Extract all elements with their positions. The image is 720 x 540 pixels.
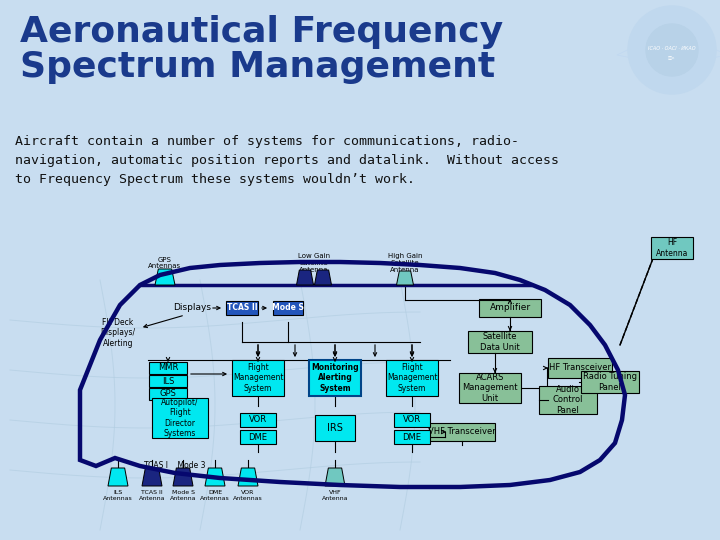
Text: Amplifier: Amplifier xyxy=(490,303,531,313)
Circle shape xyxy=(646,24,698,76)
Text: Monitoring
Alerting
System: Monitoring Alerting System xyxy=(311,363,359,393)
Text: VHF
Antenna: VHF Antenna xyxy=(322,490,348,501)
Text: Satellite
Data Unit: Satellite Data Unit xyxy=(480,332,520,352)
Text: ACARS
Management
Unit: ACARS Management Unit xyxy=(462,373,518,403)
Text: Flight
Management
System: Flight Management System xyxy=(233,363,283,393)
Polygon shape xyxy=(238,468,258,486)
Text: VOR
Antennas: VOR Antennas xyxy=(233,490,263,501)
Text: IRS: IRS xyxy=(327,423,343,433)
Text: GPS
Antennas: GPS Antennas xyxy=(148,256,181,269)
Polygon shape xyxy=(325,468,345,486)
FancyBboxPatch shape xyxy=(479,299,541,317)
FancyBboxPatch shape xyxy=(315,415,355,441)
Text: TCAS II
Antenna: TCAS II Antenna xyxy=(139,490,166,501)
Text: 航空к: 航空к xyxy=(668,56,676,60)
Polygon shape xyxy=(108,468,128,486)
Text: Flight
Management
System: Flight Management System xyxy=(387,363,437,393)
FancyBboxPatch shape xyxy=(149,375,187,387)
Circle shape xyxy=(628,6,716,94)
Polygon shape xyxy=(155,269,175,285)
FancyBboxPatch shape xyxy=(548,358,612,378)
FancyBboxPatch shape xyxy=(149,388,187,400)
Polygon shape xyxy=(315,270,331,285)
FancyBboxPatch shape xyxy=(651,237,693,259)
FancyBboxPatch shape xyxy=(394,413,430,427)
Text: Mode S
Antenna: Mode S Antenna xyxy=(170,490,197,501)
Polygon shape xyxy=(397,271,413,285)
FancyBboxPatch shape xyxy=(273,301,303,315)
FancyBboxPatch shape xyxy=(468,331,532,353)
Text: HF
Antenna: HF Antenna xyxy=(656,238,688,258)
Text: Audio
Control
Panel: Audio Control Panel xyxy=(553,385,583,415)
FancyBboxPatch shape xyxy=(429,423,495,441)
FancyBboxPatch shape xyxy=(152,398,208,438)
FancyBboxPatch shape xyxy=(226,301,258,315)
Text: VOR: VOR xyxy=(249,415,267,424)
Text: Flt Deck
Displays/
Alerting: Flt Deck Displays/ Alerting xyxy=(100,318,135,348)
Text: ILS: ILS xyxy=(162,376,174,386)
Text: Mode S: Mode S xyxy=(272,303,304,313)
FancyBboxPatch shape xyxy=(240,430,276,444)
Polygon shape xyxy=(205,468,225,486)
Text: Aeronautical Frequency
Spectrum Management: Aeronautical Frequency Spectrum Manageme… xyxy=(20,15,503,84)
Text: VOR: VOR xyxy=(403,415,421,424)
Text: Aircraft contain a number of systems for communications, radio-
navigation, auto: Aircraft contain a number of systems for… xyxy=(15,135,559,186)
FancyBboxPatch shape xyxy=(459,373,521,403)
FancyBboxPatch shape xyxy=(394,430,430,444)
Text: MMR: MMR xyxy=(158,363,178,373)
FancyBboxPatch shape xyxy=(309,360,361,396)
Text: High Gain
Satellite
Antenna: High Gain Satellite Antenna xyxy=(388,253,422,273)
Text: VHF Transceiver: VHF Transceiver xyxy=(428,428,496,436)
Text: DME: DME xyxy=(248,433,268,442)
FancyBboxPatch shape xyxy=(232,360,284,396)
FancyBboxPatch shape xyxy=(240,413,276,427)
Polygon shape xyxy=(142,468,162,486)
Text: DME: DME xyxy=(402,433,421,442)
Polygon shape xyxy=(617,32,720,60)
Text: DME
Antennas: DME Antennas xyxy=(200,490,230,501)
FancyBboxPatch shape xyxy=(539,386,597,414)
Text: Low Gain
Satellite
Antenna: Low Gain Satellite Antenna xyxy=(298,253,330,273)
Text: Displays: Displays xyxy=(173,303,211,313)
Text: TCAS I    Mode 3: TCAS I Mode 3 xyxy=(144,461,206,470)
Polygon shape xyxy=(173,468,193,486)
Text: TCAS II: TCAS II xyxy=(227,303,257,313)
Text: Autopilot/
Flight
Director
Systems: Autopilot/ Flight Director Systems xyxy=(161,398,199,438)
Text: GPS: GPS xyxy=(160,389,176,399)
Text: ILS
Antennas: ILS Antennas xyxy=(103,490,133,501)
FancyBboxPatch shape xyxy=(149,362,187,374)
Text: Radio Tuning
Panel: Radio Tuning Panel xyxy=(583,372,637,391)
Text: HF Transceiver: HF Transceiver xyxy=(549,363,611,373)
Polygon shape xyxy=(297,270,313,285)
FancyBboxPatch shape xyxy=(386,360,438,396)
FancyBboxPatch shape xyxy=(581,371,639,393)
Text: ICAO · OACI · ИКАО: ICAO · OACI · ИКАО xyxy=(648,45,696,51)
